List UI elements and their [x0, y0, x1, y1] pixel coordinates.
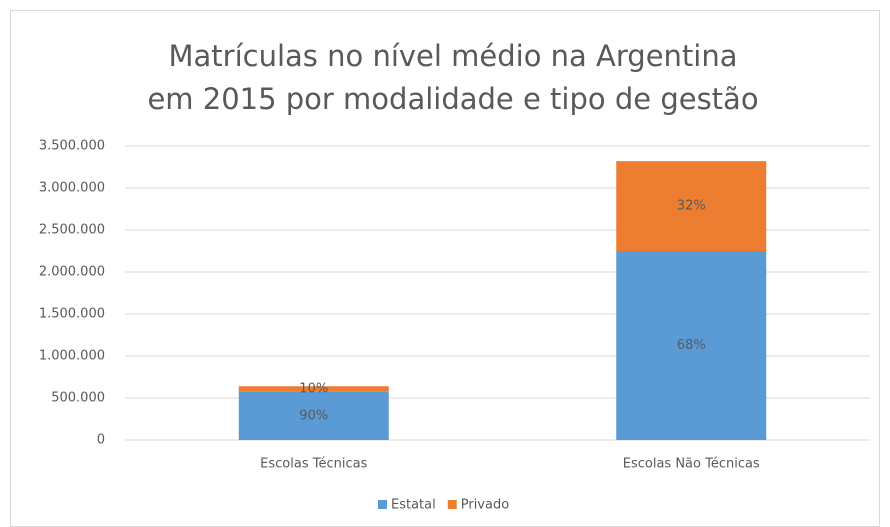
y-tick-label: 1.000.000: [39, 349, 105, 364]
data-label: 68%: [677, 338, 706, 353]
legend-swatch: [447, 500, 457, 509]
legend-label: Privado: [461, 498, 509, 513]
bar-segment: [616, 251, 767, 440]
x-tick-label: Escolas Não Técnicas: [623, 457, 760, 472]
y-tick-label: 1.500.000: [39, 307, 105, 322]
legend-swatch: [378, 500, 387, 509]
y-tick-label: 3.500.000: [39, 139, 105, 154]
y-tick-label: 500.000: [51, 391, 105, 406]
chart-title: Matrículas no nível médio na Argentina: [168, 39, 737, 73]
y-tick-label: 2.000.000: [39, 265, 105, 280]
y-tick-label: 3.000.000: [39, 181, 105, 196]
bar-segment: [238, 386, 389, 392]
bar-segment: [616, 161, 767, 251]
data-label: 10%: [299, 381, 328, 396]
legend-label: Estatal: [391, 498, 436, 513]
y-tick-label: 0: [97, 433, 105, 448]
bar-segment: [238, 391, 389, 440]
data-label: 90%: [299, 408, 328, 423]
chart-title: em 2015 por modalidade e tipo de gestão: [147, 82, 758, 116]
y-tick-label: 2.500.000: [39, 223, 105, 238]
data-label: 32%: [677, 199, 706, 214]
x-tick-label: Escolas Técnicas: [260, 457, 367, 472]
